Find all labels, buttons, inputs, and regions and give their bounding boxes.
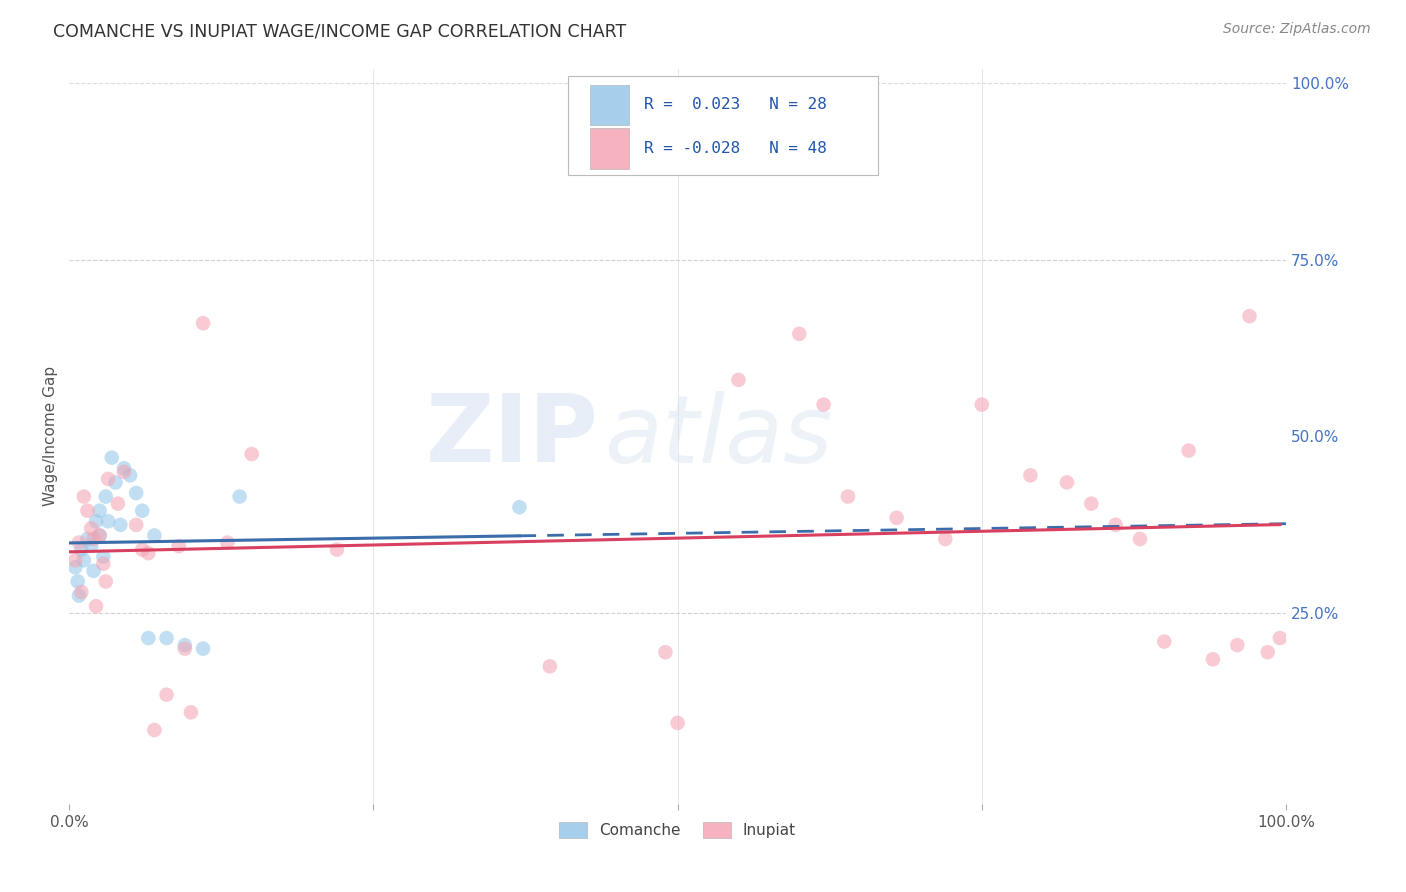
Point (65, 553, 87, 567)
Point (89, 504, 111, 518)
Text: R =  0.023   N = 28: R = 0.023 N = 28 (644, 97, 827, 112)
Point (173, 641, 195, 656)
Point (91, 557, 114, 571)
Point (837, 490, 859, 504)
Point (1202, 652, 1225, 666)
Point (125, 517, 148, 532)
Point (91, 549, 114, 564)
Point (1080, 497, 1102, 511)
FancyBboxPatch shape (568, 76, 879, 175)
Point (101, 450, 124, 465)
Point (1129, 532, 1152, 546)
Point (104, 475, 127, 490)
Point (538, 659, 561, 673)
Point (143, 528, 166, 542)
Point (143, 723, 166, 737)
Point (1177, 443, 1199, 458)
Point (112, 465, 135, 479)
Point (173, 638, 195, 652)
Point (191, 316, 214, 330)
Point (84, 599, 107, 614)
Point (94, 490, 117, 504)
Point (1239, 309, 1261, 323)
Point (67, 589, 90, 603)
Bar (591, 85, 628, 125)
Point (112, 461, 135, 475)
Point (97, 472, 120, 486)
Point (1019, 468, 1042, 483)
Y-axis label: Wage/Income Gap: Wage/Income Gap (44, 367, 58, 507)
Point (167, 539, 190, 553)
Point (70, 585, 93, 599)
Bar (591, 128, 628, 169)
Point (110, 517, 132, 532)
Point (70, 542, 93, 557)
Point (131, 542, 153, 557)
Point (886, 510, 908, 524)
Point (66, 574, 89, 589)
Point (97, 514, 120, 528)
Point (228, 490, 250, 504)
Point (125, 486, 148, 500)
Point (83, 564, 105, 578)
Point (240, 447, 263, 461)
Point (131, 504, 153, 518)
Point (136, 546, 159, 560)
Point (120, 468, 142, 483)
Point (1056, 475, 1078, 490)
Point (94, 574, 117, 589)
Point (80, 521, 103, 535)
Text: COMANCHE VS INUPIAT WAGE/INCOME GAP CORRELATION CHART: COMANCHE VS INUPIAT WAGE/INCOME GAP CORR… (53, 22, 627, 40)
Point (326, 542, 349, 557)
Point (89, 528, 111, 542)
Point (83, 532, 105, 546)
Point (89, 528, 111, 542)
Point (84, 514, 107, 528)
Point (65, 560, 87, 574)
Point (1257, 645, 1279, 659)
Point (80, 539, 103, 553)
Point (73, 553, 96, 567)
Point (155, 631, 177, 645)
Text: atlas: atlas (605, 391, 832, 482)
Point (136, 631, 159, 645)
Point (1153, 634, 1175, 648)
Point (727, 373, 749, 387)
Point (76, 504, 98, 518)
Point (191, 641, 214, 656)
Point (1268, 631, 1291, 645)
Text: R = -0.028   N = 48: R = -0.028 N = 48 (644, 141, 827, 156)
Point (1104, 517, 1126, 532)
Legend: Comanche, Inupiat: Comanche, Inupiat (553, 816, 803, 845)
Point (155, 688, 177, 702)
Point (73, 490, 96, 504)
Point (76, 532, 98, 546)
Point (934, 532, 956, 546)
Point (67, 535, 90, 549)
Point (508, 500, 530, 515)
Point (654, 645, 676, 659)
Point (180, 706, 202, 720)
Point (107, 497, 129, 511)
Text: Source: ZipAtlas.com: Source: ZipAtlas.com (1223, 22, 1371, 37)
Text: ZIP: ZIP (426, 391, 599, 483)
Point (970, 398, 993, 412)
Point (1226, 638, 1249, 652)
Point (787, 326, 810, 341)
Point (666, 715, 689, 730)
Point (813, 398, 835, 412)
Point (217, 535, 239, 549)
